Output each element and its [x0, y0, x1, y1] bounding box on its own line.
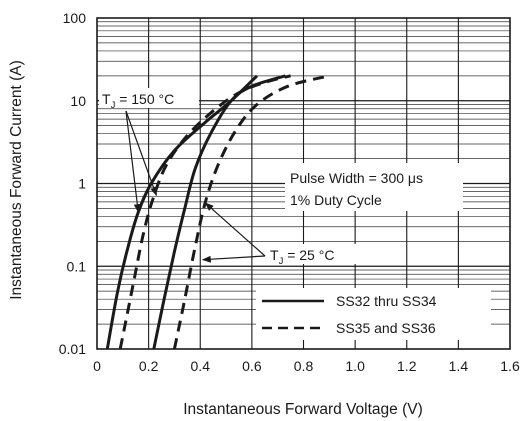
- tj150-label: TJ = 150 °C: [102, 91, 174, 111]
- x-axis-label: Instantaneous Forward Voltage (V): [183, 401, 423, 418]
- y-tick-label: 100: [63, 10, 87, 26]
- legend-label-ss32: SS32 thru SS34: [336, 293, 437, 309]
- pulse-box-bg: [285, 163, 463, 211]
- x-tick-label: 1.2: [397, 358, 417, 374]
- legend-bg: [256, 288, 491, 340]
- tj25-label-bg: [267, 244, 361, 264]
- tj25-label: TJ = 25 °C: [270, 247, 334, 267]
- series-line-1-solid: [105, 74, 259, 349]
- tj150-label-bg: [99, 88, 199, 108]
- series-lines: [105, 74, 330, 349]
- tj25-subscript: J: [279, 256, 284, 267]
- y-tick-label: 0.1: [67, 258, 87, 274]
- legend: SS32 thru SS34 SS35 and SS36: [256, 288, 491, 340]
- annotation-arrows: [125, 110, 266, 263]
- x-tick-label: 1.6: [500, 358, 520, 374]
- duty-cycle-label: 1% Duty Cycle: [290, 192, 382, 208]
- x-tick-label: 0: [93, 358, 101, 374]
- series-line-3-dashed: [118, 74, 291, 349]
- x-tick-label: 1.4: [449, 358, 469, 374]
- x-tick-label: 0.4: [191, 358, 211, 374]
- x-tick-label: 0.6: [242, 358, 262, 374]
- x-tick-label: 0.8: [294, 358, 314, 374]
- tj150-prefix: T: [102, 91, 111, 107]
- y-axis-label: Instantaneous Forward Current (A): [8, 60, 25, 300]
- y-tick-label: 10: [70, 93, 86, 109]
- tick-labels: 0 0.2 0.4 0.6 0.8 1.0 1.2 1.4 1.6 0.01 0.1 1 10 100: [59, 10, 520, 374]
- tj150-arrow-solid: [125, 110, 141, 214]
- pulse-width-label: Pulse Width = 300 μs: [290, 170, 423, 186]
- x-tick-label: 0.2: [139, 358, 159, 374]
- tj150-subscript: J: [111, 100, 116, 111]
- tj25-arrow-dashed: [204, 202, 266, 257]
- plot-frame: [96, 17, 511, 350]
- tj25-arrow-solid: [201, 255, 266, 263]
- y-tick-label: 0.01: [59, 341, 86, 357]
- tj25-suffix: = 25 °C: [283, 247, 334, 263]
- x-tick-label: 1.0: [345, 358, 365, 374]
- tj150-suffix: = 150 °C: [115, 91, 174, 107]
- tj25-prefix: T: [270, 247, 279, 263]
- legend-label-ss35: SS35 and SS36: [336, 320, 436, 336]
- series-line-2-solid: [152, 74, 286, 349]
- series-line-4-dashed: [172, 74, 330, 349]
- y-tick-label: 1: [78, 176, 86, 192]
